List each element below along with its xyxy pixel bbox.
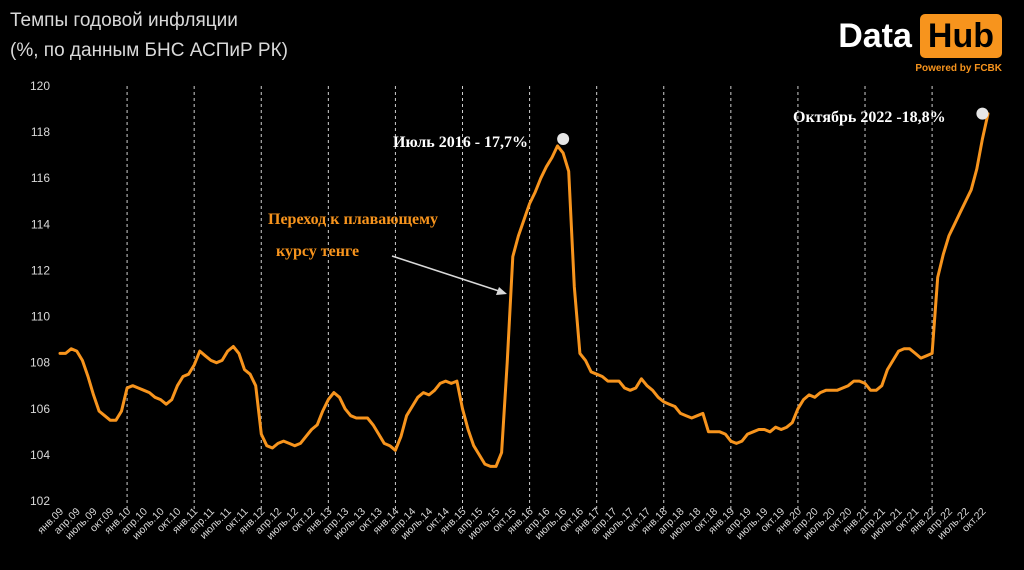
- highlight-marker: [976, 107, 989, 120]
- highlight-marker: [557, 133, 570, 146]
- y-tick-label: 106: [30, 402, 50, 416]
- y-tick-label: 118: [31, 125, 50, 139]
- annotation-float-line1: Переход к плавающему: [268, 211, 439, 228]
- y-tick-label: 108: [30, 356, 50, 370]
- y-tick-label: 114: [31, 217, 50, 231]
- y-tick-label: 104: [30, 448, 50, 462]
- annotation-peak-2022: Октябрь 2022 -18,8%: [793, 109, 946, 126]
- logo-data-text: Data: [838, 16, 912, 55]
- y-tick-label: 102: [30, 494, 50, 508]
- chart-title: Темпы годовой инфляции: [10, 10, 238, 31]
- annotation-arrow: [391, 255, 506, 294]
- grid-lines: [126, 86, 933, 511]
- highlight-markers: [557, 107, 989, 146]
- chart-title-block: Темпы годовой инфляции (%, по данным БНС…: [10, 6, 288, 66]
- inflation-series-line: [58, 112, 990, 468]
- annotation-float-line2: курсу тенге: [276, 243, 360, 260]
- y-axis-ticks: 102 104 106 108 110 112 114 116 118 120: [30, 79, 50, 508]
- chart-subtitle: (%, по данным БНС АСПиР РК): [10, 40, 289, 61]
- logo-powered-by: Powered by FCBK: [915, 63, 1002, 74]
- y-tick-label: 120: [30, 79, 50, 93]
- annotation-peak-2016: Июль 2016 - 17,7%: [393, 134, 529, 151]
- y-tick-label: 110: [31, 310, 50, 324]
- x-axis-ticks: янв.09апр.09июль.09окт.09янв.10апр.10июл…: [35, 506, 988, 543]
- y-tick-label: 116: [31, 171, 50, 185]
- logo-hub-text: Hub: [919, 14, 1002, 58]
- annotation-float-tenge: Переход к плавающему курсу тенге: [268, 204, 438, 268]
- y-tick-label: 112: [31, 263, 50, 277]
- annotation-arrow-head: [496, 287, 507, 295]
- datahub-logo: Data Hub Powered by FCBK: [838, 14, 1002, 74]
